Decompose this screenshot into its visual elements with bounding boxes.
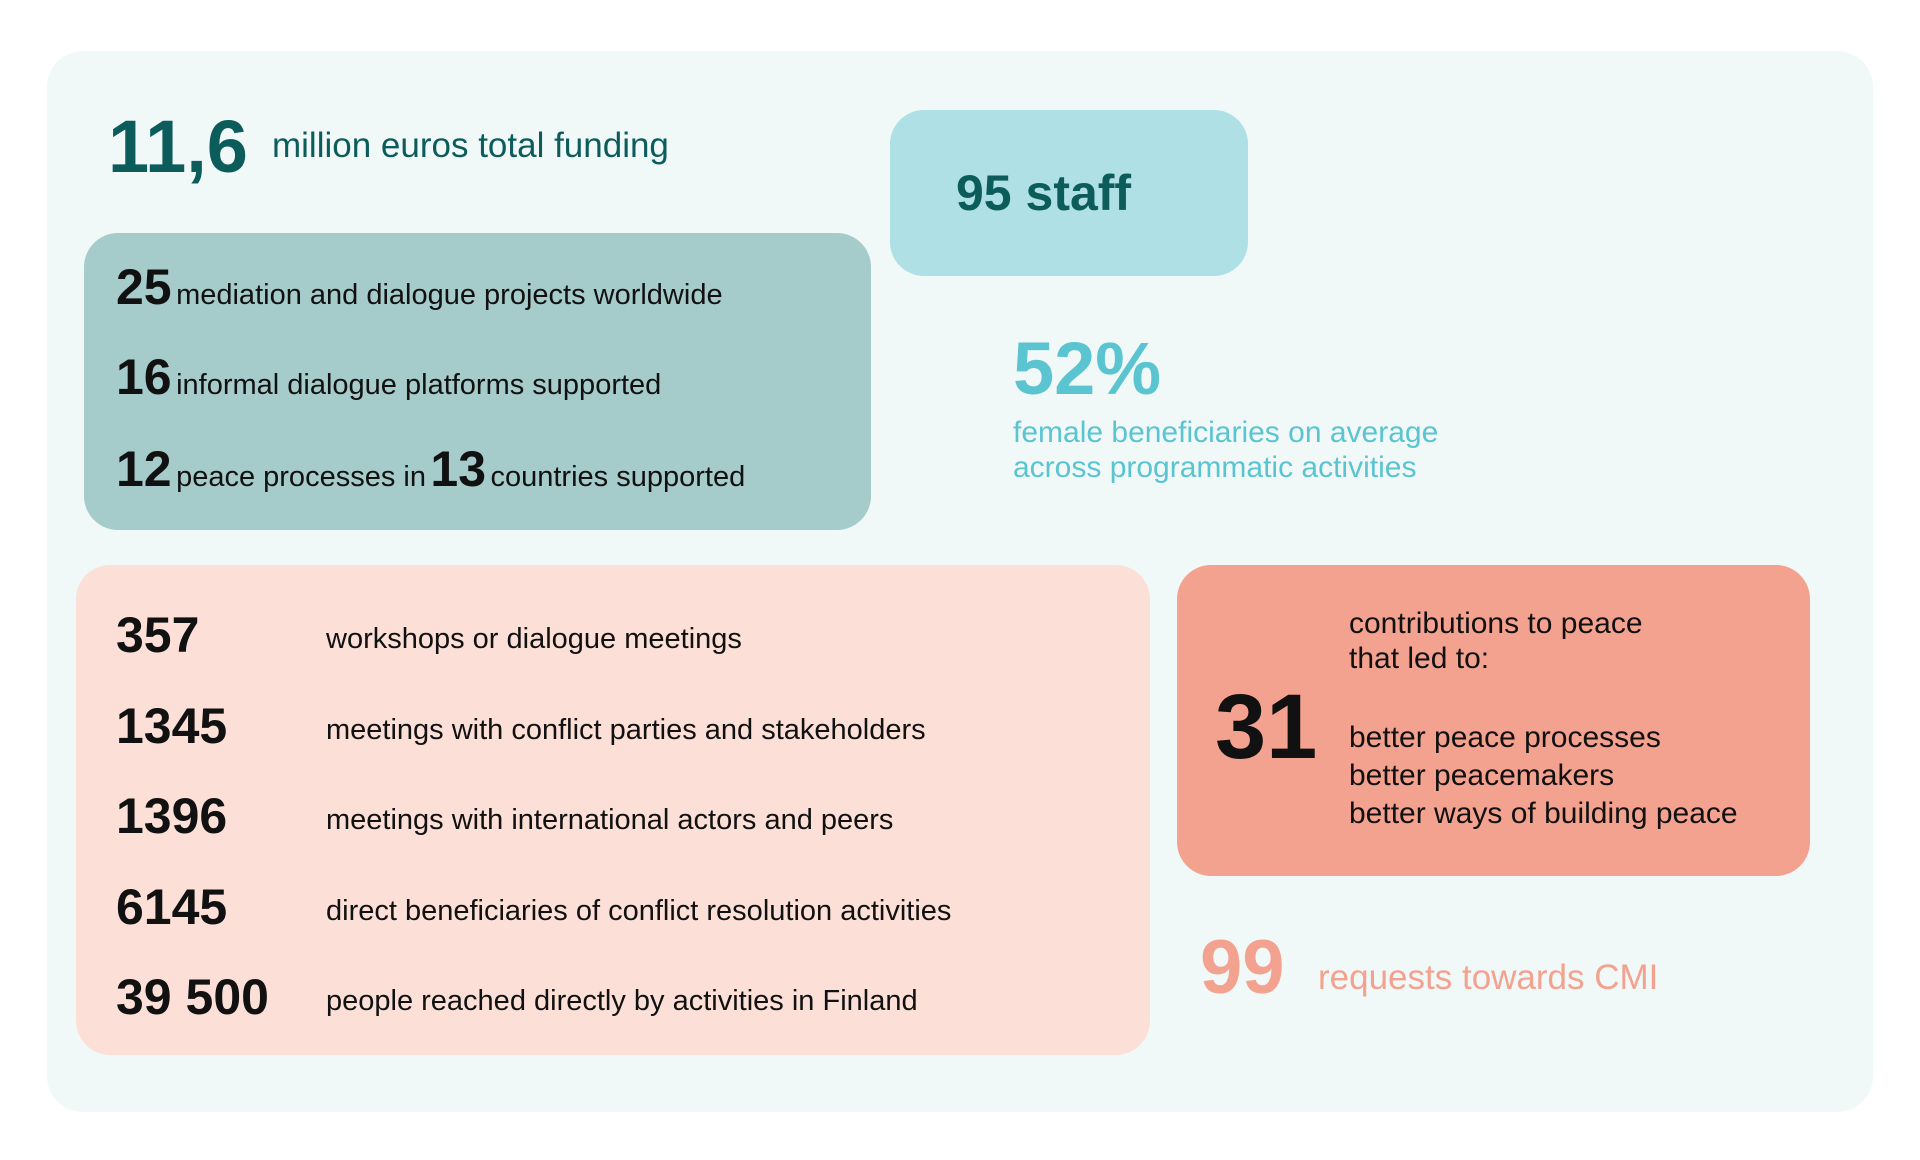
platforms-number: 16 (116, 349, 172, 405)
platforms-row: 16 informal dialogue platforms supported (116, 352, 661, 402)
contributions-line2: that led to: (1349, 642, 1490, 675)
processes-label: peace processes in (176, 461, 426, 493)
projects-number: 25 (116, 259, 172, 315)
staff-box: 95 staff (890, 110, 1248, 276)
projects-box: 25 mediation and dialogue projects world… (84, 233, 871, 530)
activity-number: 1396 (116, 788, 228, 844)
activity-label: workshops or dialogue meetings (326, 623, 742, 655)
female-number: 52% (1013, 327, 1162, 410)
activity-label: meetings with international actors and p… (326, 804, 894, 836)
contribution-item: better peacemakers (1349, 759, 1615, 792)
contributions-box: 31 contributions to peace that led to: b… (1177, 565, 1810, 876)
contributions-number: 31 (1215, 676, 1318, 778)
contribution-item: better peace processes (1349, 721, 1661, 754)
projects-label: mediation and dialogue projects worldwid… (176, 279, 723, 311)
countries-label: countries supported (490, 461, 746, 493)
activity-number: 357 (116, 607, 200, 663)
activity-label: meetings with conflict parties and stake… (326, 714, 926, 746)
funding-label: million euros total funding (272, 126, 669, 165)
activities-box: 357 workshops or dialogue meetings 1345 … (76, 565, 1150, 1055)
countries-number: 13 (430, 441, 487, 497)
requests-number: 99 (1200, 925, 1285, 1010)
activity-number: 6145 (116, 879, 228, 935)
activity-label: direct beneficiaries of conflict resolut… (326, 895, 952, 927)
projects-row: 25 mediation and dialogue projects world… (116, 262, 723, 312)
contribution-item: better ways of building peace (1349, 797, 1738, 830)
peace-processes-row: 12 peace processes in 13 countries suppo… (116, 444, 745, 494)
contributions-line1: contributions to peace (1349, 607, 1643, 640)
female-line2: across programmatic activities (1013, 451, 1417, 484)
activity-number: 39 500 (116, 969, 269, 1025)
platforms-label: informal dialogue platforms supported (176, 369, 662, 401)
female-line1: female beneficiaries on average (1013, 416, 1439, 449)
processes-number: 12 (116, 441, 172, 497)
requests-label: requests towards CMI (1318, 958, 1659, 997)
staff-label: 95 staff (956, 165, 1132, 221)
activity-label: people reached directly by activities in… (326, 985, 918, 1017)
activity-number: 1345 (116, 698, 228, 754)
funding-number: 11,6 (108, 105, 248, 188)
